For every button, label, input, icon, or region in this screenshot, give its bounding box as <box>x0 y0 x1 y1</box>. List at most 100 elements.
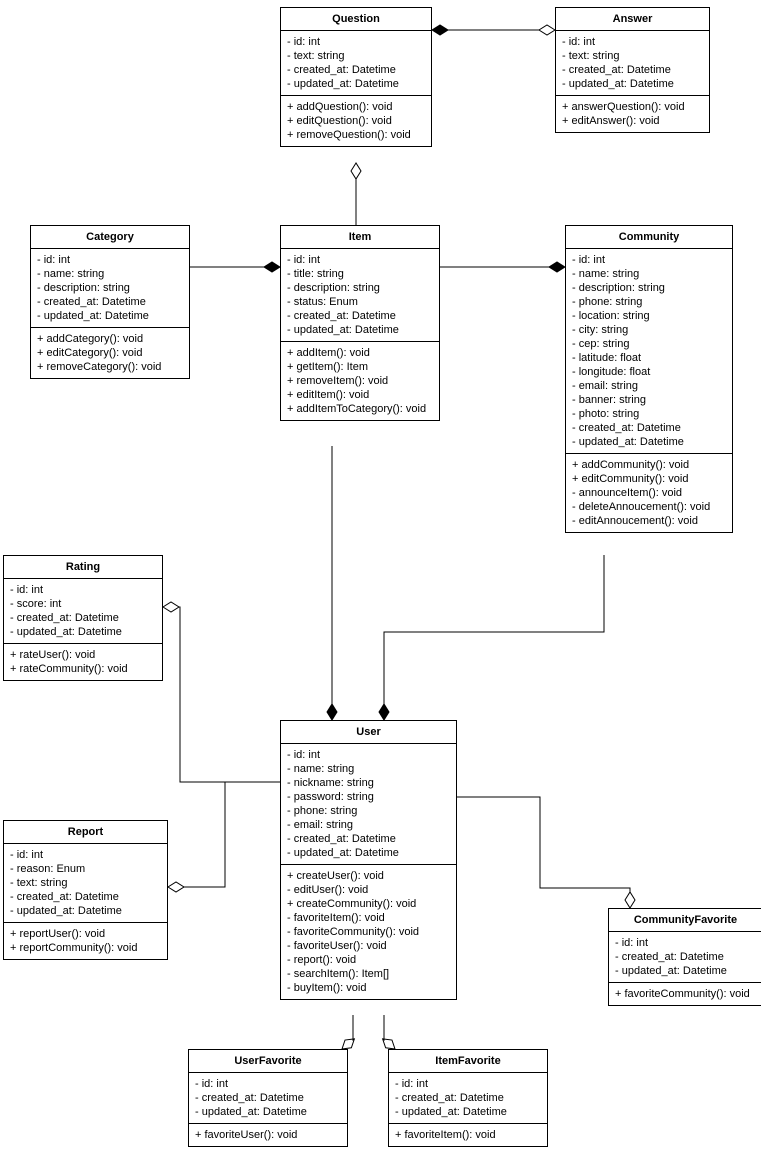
class-methods: + createUser(): void- editUser(): void+ … <box>281 865 456 999</box>
connector <box>184 782 280 887</box>
attribute-row: - email: string <box>572 379 726 393</box>
attribute-row: - updated_at: Datetime <box>395 1105 541 1119</box>
class-question: Question- id: int- text: string- created… <box>280 7 432 147</box>
class-methods: + addCommunity(): void+ editCommunity():… <box>566 454 732 532</box>
attribute-row: - id: int <box>287 748 450 762</box>
method-row: + editCommunity(): void <box>572 472 726 486</box>
class-title: Report <box>4 821 167 844</box>
attribute-row: - created_at: Datetime <box>287 309 433 323</box>
attribute-row: - updated_at: Datetime <box>10 625 156 639</box>
connector <box>353 1015 354 1040</box>
attribute-row: - banner: string <box>572 393 726 407</box>
method-row: + answerQuestion(): void <box>562 100 703 114</box>
class-rating: Rating- id: int- score: int- created_at:… <box>3 555 163 681</box>
attribute-row: - score: int <box>10 597 156 611</box>
attribute-row: - updated_at: Datetime <box>287 77 425 91</box>
class-title: Question <box>281 8 431 31</box>
class-methods: + addQuestion(): void+ editQuestion(): v… <box>281 96 431 146</box>
attribute-row: - id: int <box>615 936 756 950</box>
method-row: - editAnnoucement(): void <box>572 514 726 528</box>
attribute-row: - phone: string <box>572 295 726 309</box>
attribute-row: - id: int <box>287 35 425 49</box>
class-title: Rating <box>4 556 162 579</box>
method-row: - favoriteUser(): void <box>287 939 450 953</box>
connector <box>384 555 604 704</box>
attribute-row: - updated_at: Datetime <box>195 1105 341 1119</box>
method-row: + addItemToCategory(): void <box>287 402 433 416</box>
class-methods: + reportUser(): void+ reportCommunity():… <box>4 923 167 959</box>
attribute-row: - id: int <box>37 253 183 267</box>
attribute-row: - name: string <box>37 267 183 281</box>
class-attributes: - id: int- created_at: Datetime- updated… <box>389 1073 547 1124</box>
attribute-row: - password: string <box>287 790 450 804</box>
attribute-row: - id: int <box>195 1077 341 1091</box>
class-title: Community <box>566 226 732 249</box>
method-row: + addCommunity(): void <box>572 458 726 472</box>
attribute-row: - created_at: Datetime <box>615 950 756 964</box>
attribute-row: - location: string <box>572 309 726 323</box>
class-attributes: - id: int- created_at: Datetime- updated… <box>609 932 761 983</box>
attribute-row: - updated_at: Datetime <box>615 964 756 978</box>
method-row: + rateUser(): void <box>10 648 156 662</box>
attribute-row: - title: string <box>287 267 433 281</box>
attribute-row: - id: int <box>395 1077 541 1091</box>
attribute-row: - text: string <box>287 49 425 63</box>
attribute-row: - created_at: Datetime <box>37 295 183 309</box>
class-methods: + favoriteCommunity(): void <box>609 983 761 1005</box>
class-report: Report- id: int- reason: Enum- text: str… <box>3 820 168 960</box>
method-row: + addCategory(): void <box>37 332 183 346</box>
class-attributes: - id: int- reason: Enum- text: string- c… <box>4 844 167 923</box>
attribute-row: - latitude: float <box>572 351 726 365</box>
attribute-row: - email: string <box>287 818 450 832</box>
class-userFavorite: UserFavorite - id: int- created_at: Datet… <box>188 1049 348 1147</box>
attribute-row: - city: string <box>572 323 726 337</box>
class-title: ItemFavorite <box>389 1050 547 1073</box>
class-methods: + addItem(): void+ getItem(): Item+ remo… <box>281 342 439 420</box>
attribute-row: - description: string <box>37 281 183 295</box>
method-row: + createUser(): void <box>287 869 450 883</box>
method-row: + favoriteItem(): void <box>395 1128 541 1142</box>
class-attributes: - id: int- text: string- created_at: Dat… <box>556 31 709 96</box>
class-attributes: - id: int- score: int- created_at: Datet… <box>4 579 162 644</box>
attribute-row: - updated_at: Datetime <box>37 309 183 323</box>
attribute-row: - created_at: Datetime <box>10 611 156 625</box>
class-title: Category <box>31 226 189 249</box>
class-answer: Answer- id: int- text: string- created_a… <box>555 7 710 133</box>
class-methods: + answerQuestion(): void+ editAnswer(): … <box>556 96 709 132</box>
class-attributes: - id: int- name: string- description: st… <box>31 249 189 328</box>
class-title: CommunityFavorite <box>609 909 761 932</box>
attribute-row: - created_at: Datetime <box>562 63 703 77</box>
attribute-row: - text: string <box>562 49 703 63</box>
attribute-row: - updated_at: Datetime <box>10 904 161 918</box>
method-row: + editAnswer(): void <box>562 114 703 128</box>
attribute-row: - id: int <box>287 253 433 267</box>
method-row: + removeItem(): void <box>287 374 433 388</box>
class-title: UserFavorite <box>189 1050 347 1073</box>
class-category: Category- id: int- name: string- descrip… <box>30 225 190 379</box>
method-row: + favoriteCommunity(): void <box>615 987 756 1001</box>
method-row: + getItem(): Item <box>287 360 433 374</box>
attribute-row: - status: Enum <box>287 295 433 309</box>
class-methods: + favoriteItem(): void <box>389 1124 547 1146</box>
class-attributes: - id: int- name: string- nickname: strin… <box>281 744 456 865</box>
class-community: Community- id: int- name: string- descri… <box>565 225 733 533</box>
attribute-row: - cep: string <box>572 337 726 351</box>
method-row: + editQuestion(): void <box>287 114 425 128</box>
class-user: User- id: int- name: string- nickname: s… <box>280 720 457 1000</box>
method-row: - announceItem(): void <box>572 486 726 500</box>
class-attributes: - id: int- text: string- created_at: Dat… <box>281 31 431 96</box>
attribute-row: - updated_at: Datetime <box>562 77 703 91</box>
class-attributes: - id: int- title: string- description: s… <box>281 249 439 342</box>
method-row: + editCategory(): void <box>37 346 183 360</box>
class-itemFavorite: ItemFavorite- id: int- created_at: Datet… <box>388 1049 548 1147</box>
class-title: Item <box>281 226 439 249</box>
method-row: - favoriteCommunity(): void <box>287 925 450 939</box>
method-row: + addItem(): void <box>287 346 433 360</box>
attribute-row: - created_at: Datetime <box>195 1091 341 1105</box>
attribute-row: - id: int <box>10 583 156 597</box>
attribute-row: - name: string <box>572 267 726 281</box>
method-row: + removeQuestion(): void <box>287 128 425 142</box>
attribute-row: - id: int <box>10 848 161 862</box>
attribute-row: - reason: Enum <box>10 862 161 876</box>
method-row: + editItem(): void <box>287 388 433 402</box>
